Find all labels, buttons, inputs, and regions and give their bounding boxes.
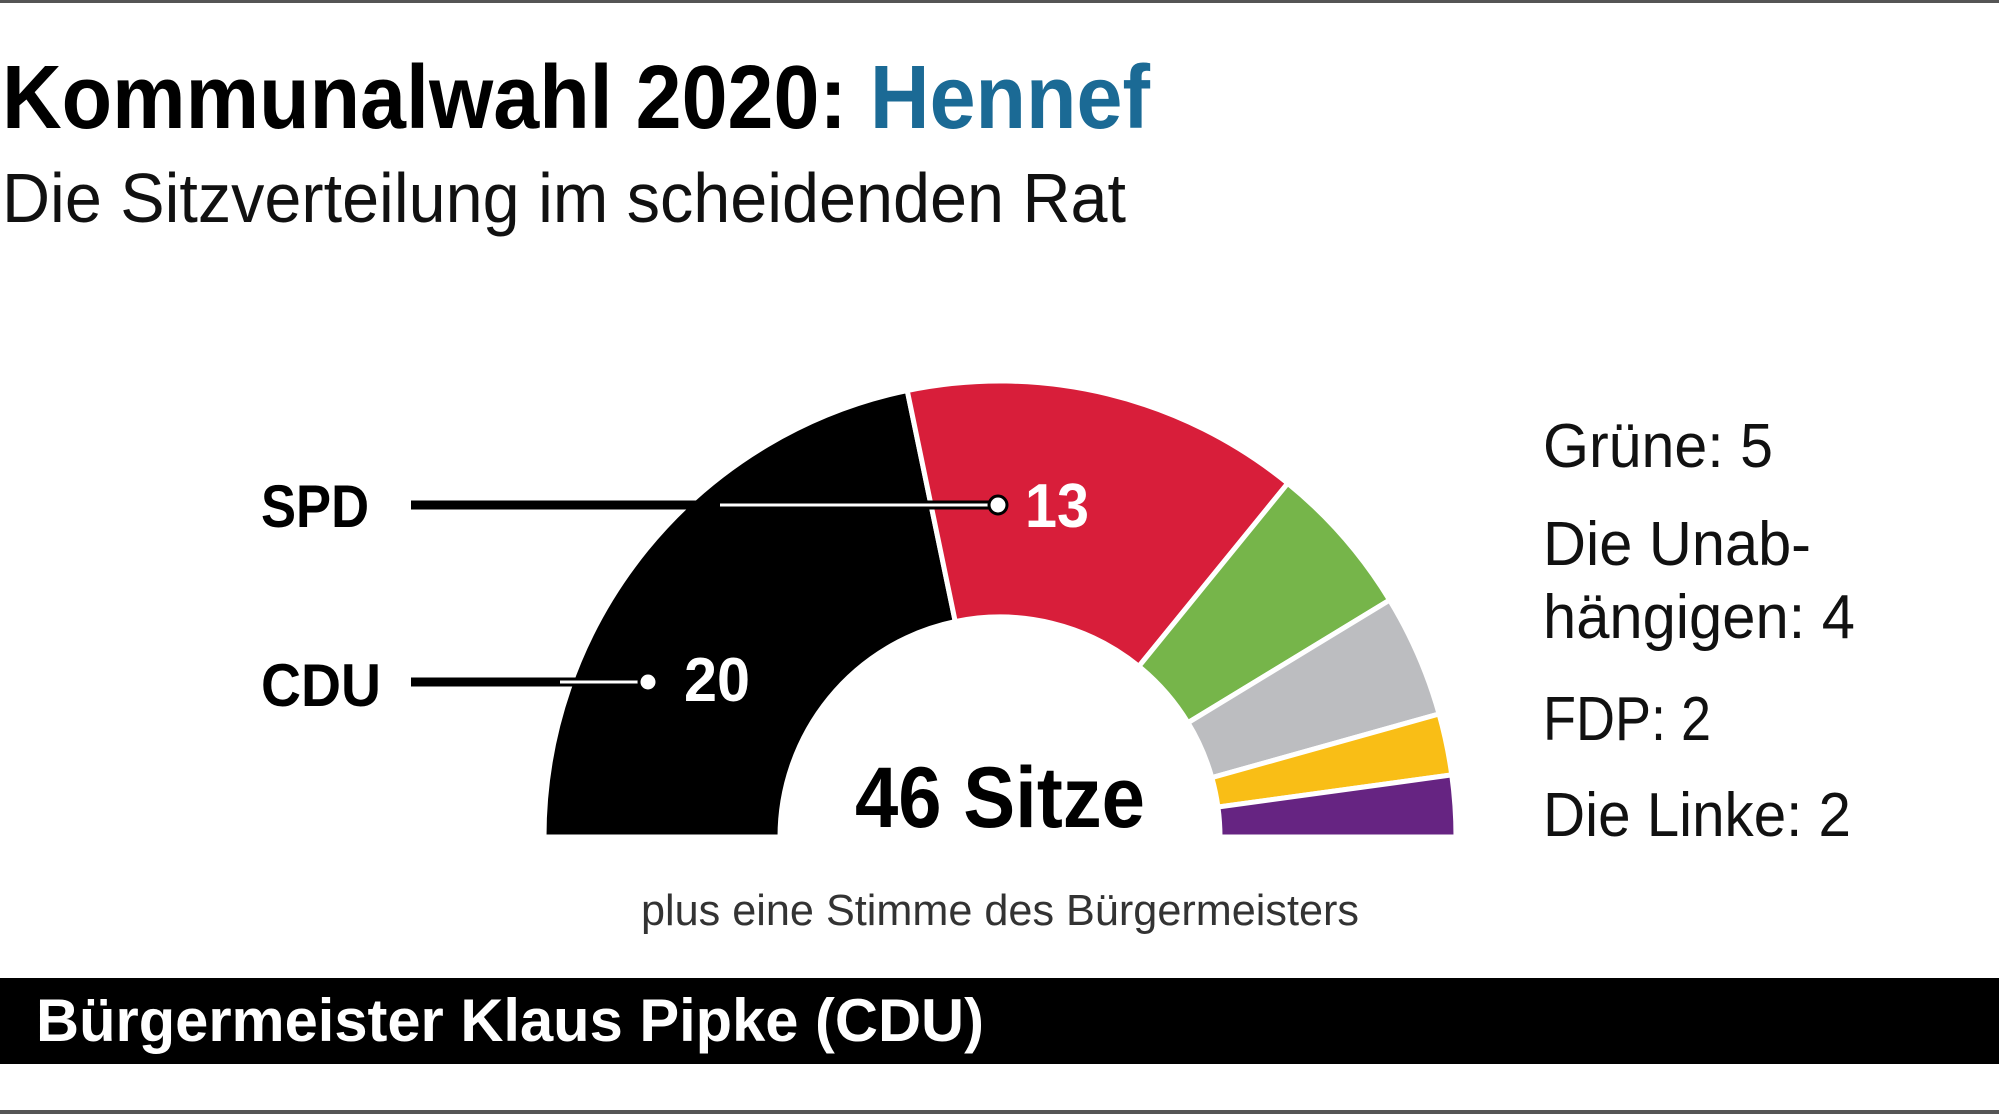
page-title: Kommunalwahl 2020: Hennef <box>2 48 1151 148</box>
mayor-vote-note: plus eine Stimme des Bürgermeisters <box>641 886 1359 935</box>
legend-linke: Die Linke: 2 <box>1543 781 1851 850</box>
legend-unabhaengigen-line1: Die Unab- <box>1543 510 1811 579</box>
legend: Grüne: 5 Die Unab- hängigen: 4 FDP: 2 Di… <box>1543 412 1855 850</box>
top-border <box>0 0 1999 3</box>
footer-bar <box>0 978 1999 1064</box>
legend-gruene: Grüne: 5 <box>1543 412 1773 481</box>
spd-value: 13 <box>1025 472 1089 541</box>
subtitle: Die Sitzverteilung im scheidenden Rat <box>2 159 1126 237</box>
spd-leader-dot <box>987 494 1009 516</box>
bottom-border <box>0 1110 1999 1114</box>
segment-spd <box>904 378 1292 670</box>
cdu-label: CDU <box>261 652 381 719</box>
cdu-value: 20 <box>684 646 750 715</box>
title-place: Hennef <box>870 48 1151 148</box>
legend-fdp: FDP: 2 <box>1543 685 1711 754</box>
mayor-label: Bürgermeister Klaus Pipke (CDU) <box>36 987 984 1054</box>
cdu-leader-dot <box>637 671 659 693</box>
title-prefix: Kommunalwahl 2020: <box>2 48 847 148</box>
total-seats-label: 46 Sitze <box>855 750 1145 846</box>
segment-die-linke <box>1215 772 1459 840</box>
spd-label: SPD <box>261 473 369 540</box>
legend-unabhaengigen-line2: hängigen: 4 <box>1543 583 1855 652</box>
